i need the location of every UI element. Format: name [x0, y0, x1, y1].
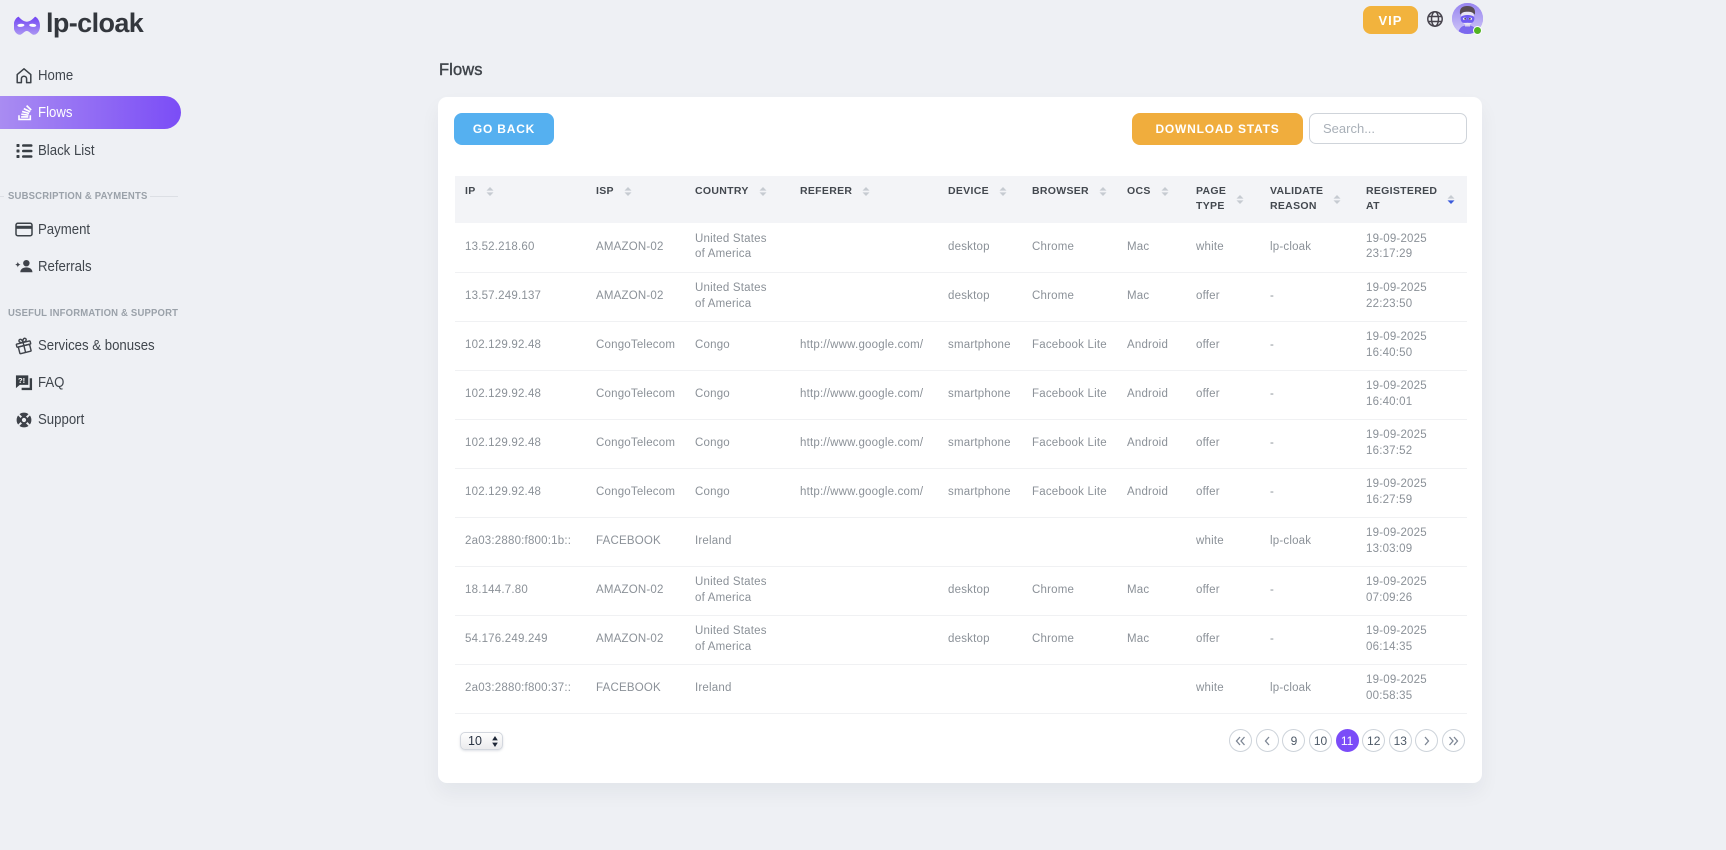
svg-text:?!: ?! [18, 376, 25, 385]
